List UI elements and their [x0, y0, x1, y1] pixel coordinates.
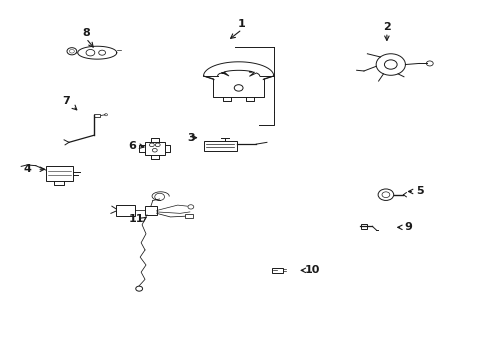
Text: 6: 6 — [128, 141, 136, 151]
Text: 10: 10 — [305, 265, 320, 275]
Text: 4: 4 — [23, 164, 31, 174]
Text: 1: 1 — [238, 19, 245, 29]
Text: 9: 9 — [404, 222, 411, 232]
Text: 5: 5 — [415, 186, 423, 197]
Text: 11: 11 — [128, 215, 143, 224]
Text: 8: 8 — [82, 28, 90, 38]
Text: 3: 3 — [187, 133, 194, 143]
Text: 2: 2 — [382, 22, 390, 32]
Text: 7: 7 — [62, 96, 70, 106]
